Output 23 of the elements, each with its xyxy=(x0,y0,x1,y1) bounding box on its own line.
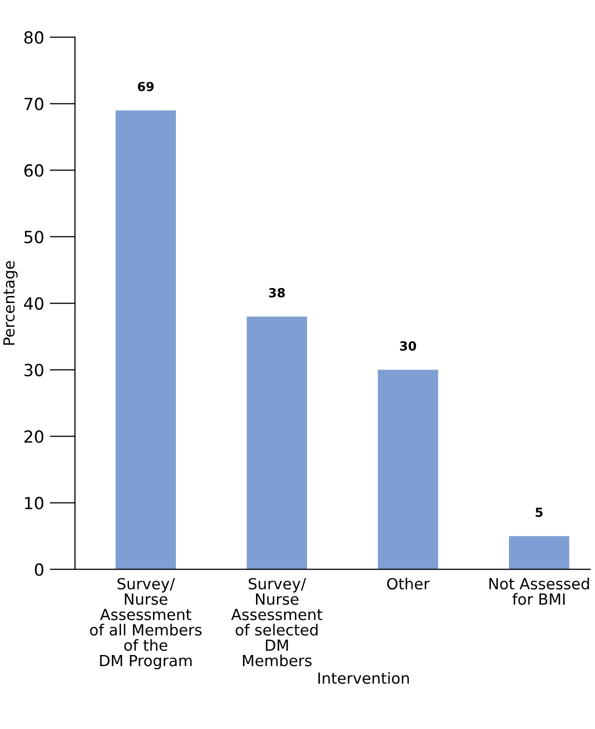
data-label: 69 xyxy=(138,82,154,92)
y-axis-title: Percentage xyxy=(3,261,18,345)
x-tick-label: Survey/ Nurse Assessment of selected DM Members xyxy=(231,578,322,666)
y-tick-label: 20 xyxy=(24,430,44,443)
y-tick-label: 0 xyxy=(34,563,44,576)
x-axis-title: Intervention xyxy=(318,672,409,684)
y-tick-label: 50 xyxy=(24,230,44,244)
data-label: 5 xyxy=(536,508,543,517)
bar xyxy=(116,110,176,570)
y-tick-label: 10 xyxy=(25,496,44,510)
y-tick-label: 80 xyxy=(24,31,44,44)
data-label: 38 xyxy=(269,288,285,298)
x-tick-label: Survey/ Nurse Assessment of all Members of the DM Program xyxy=(90,578,202,670)
x-tick-label: Not Assessed for BMI xyxy=(489,578,589,605)
x-tick-label: Other xyxy=(387,578,430,590)
bar xyxy=(508,536,570,570)
bar xyxy=(378,370,438,570)
y-tick-label: 60 xyxy=(24,164,44,177)
y-tick-label: 30 xyxy=(24,364,44,376)
y-tick-label: 70 xyxy=(24,98,44,110)
bar xyxy=(246,316,308,570)
data-label: 30 xyxy=(400,341,416,351)
y-tick-label: 40 xyxy=(24,297,44,310)
